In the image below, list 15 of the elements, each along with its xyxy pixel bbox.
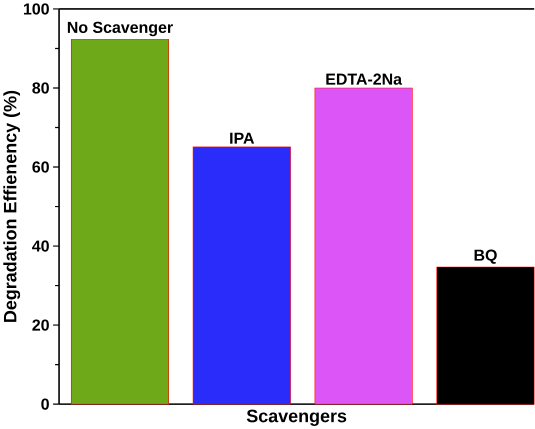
x-axis-title: Scavengers: [246, 409, 346, 426]
bar: [70, 38, 170, 404]
x-tick-label: BQ: [474, 249, 497, 264]
x-tick-label: IPA: [230, 132, 254, 144]
y-axis-title: Degradation Effienency (%): [3, 90, 20, 322]
y-tick-label: 40: [32, 240, 49, 252]
y-tick-label: 80: [32, 82, 49, 94]
x-tick-label: EDTA-2Na: [326, 73, 402, 85]
y-tick-label: 0: [41, 398, 49, 410]
y-tick-label: 60: [32, 161, 49, 173]
y-tick-label: 100: [24, 3, 49, 14]
bar: [192, 146, 291, 404]
bar: [314, 88, 413, 404]
y-tick-label: 20: [32, 319, 49, 331]
x-tick-label: No Scavenger: [68, 22, 173, 36]
